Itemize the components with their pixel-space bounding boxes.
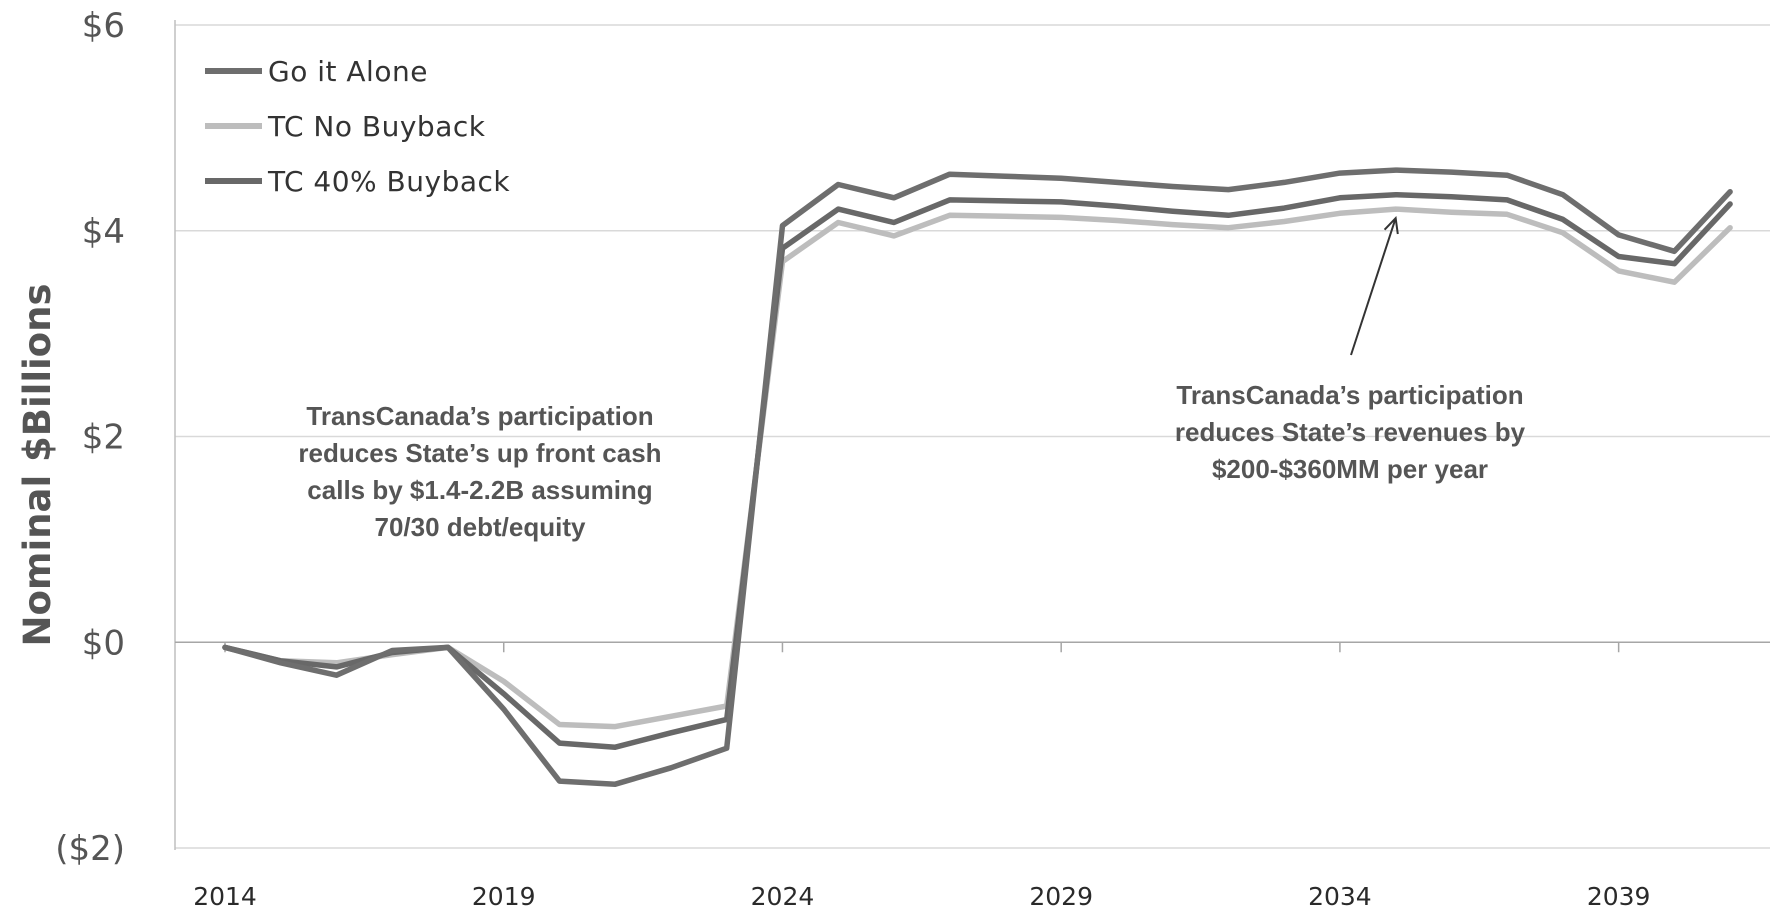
y-axis-ticks: $6 $4 $2 $0 ($2) (55, 6, 125, 869)
legend: Go it Alone TC No Buyback TC 40% Buyback (205, 55, 510, 198)
annotation-arrowhead (1383, 215, 1399, 235)
y-tick-label: $6 (82, 6, 125, 46)
annotation-arrow (1350, 217, 1397, 356)
annotation-line: calls by $1.4-2.2B assuming (307, 475, 652, 505)
y-axis-label: Nominal $Billions (16, 284, 59, 647)
y-tick-label: $4 (82, 212, 125, 252)
y-tick-label: $0 (82, 623, 125, 663)
y-tick-label: ($2) (55, 829, 125, 869)
series-line-2 (222, 191, 1733, 750)
x-tick-label: 2014 (193, 882, 257, 911)
x-axis-ticks: 2014 2019 2024 2029 2034 2039 (193, 882, 1650, 911)
series-lines (222, 167, 1733, 787)
legend-label: TC 40% Buyback (267, 165, 510, 198)
x-tick-label: 2024 (751, 882, 815, 911)
x-tick-label: 2019 (472, 882, 536, 911)
grid-lines (175, 24, 1770, 849)
legend-label: TC No Buyback (267, 110, 486, 143)
annotation-line: 70/30 debt/equity (375, 512, 586, 542)
y-tick-label: $2 (82, 418, 125, 458)
annotation-line: TransCanada’s participation (1176, 380, 1523, 410)
annotation-line: $200-$360MM per year (1212, 454, 1488, 484)
annotation-line: TransCanada’s participation (306, 401, 653, 431)
annotations: TransCanada’s participation reduces State… (298, 215, 1526, 542)
series-line-1 (222, 206, 1733, 730)
legend-label: Go it Alone (268, 55, 428, 88)
x-tick-label: 2029 (1029, 882, 1093, 911)
axes (174, 20, 1770, 850)
x-tick-label: 2034 (1308, 882, 1372, 911)
series-line-0 (222, 167, 1733, 787)
annotation-line: reduces State’s revenues by (1175, 417, 1526, 447)
annotation-line: reduces State’s up front cash (298, 438, 661, 468)
x-tick-label: 2039 (1587, 882, 1651, 911)
